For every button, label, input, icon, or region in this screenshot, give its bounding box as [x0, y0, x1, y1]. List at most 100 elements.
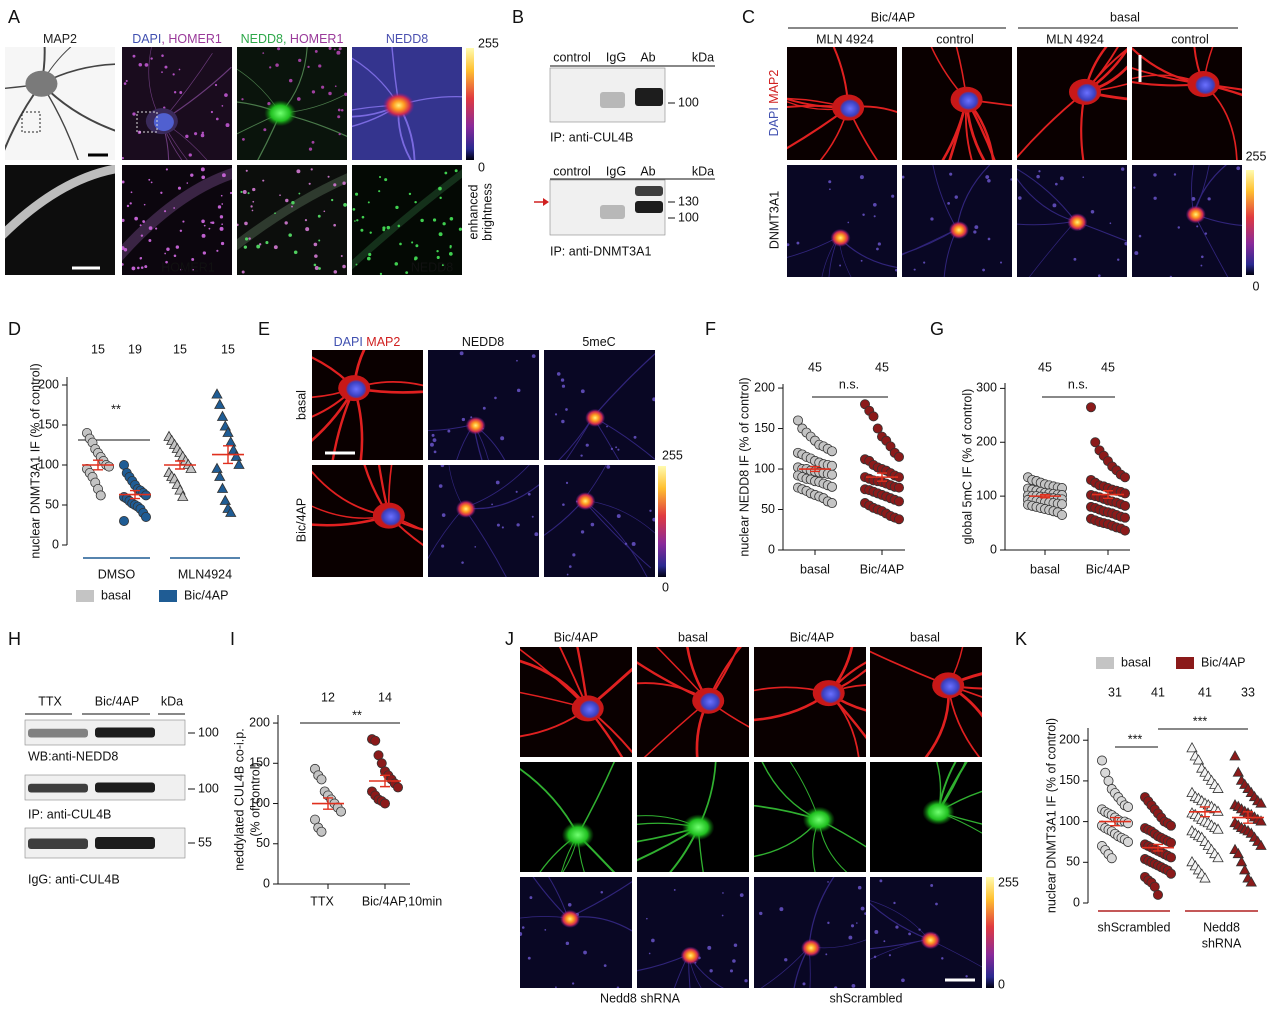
label: MLN4924 — [178, 567, 232, 581]
label: 0 — [768, 542, 775, 556]
neurite — [122, 167, 232, 261]
micrograph-bg — [520, 762, 632, 872]
puncta — [122, 218, 125, 222]
data-point — [379, 798, 390, 809]
micrograph — [787, 165, 897, 277]
puncta — [175, 245, 180, 249]
puncta — [356, 219, 359, 222]
puncta — [733, 943, 738, 947]
data-point — [872, 423, 883, 434]
label: MLN 4924 — [816, 32, 874, 46]
label: J — [505, 629, 514, 649]
data-point — [1192, 754, 1205, 765]
label: basal — [910, 630, 940, 644]
puncta — [442, 222, 446, 226]
puncta — [263, 128, 267, 132]
band — [600, 205, 625, 219]
nucleus — [948, 221, 969, 240]
puncta — [148, 178, 151, 181]
puncta — [164, 252, 166, 255]
neurite — [473, 423, 483, 460]
data-point — [1123, 818, 1134, 829]
micrograph — [122, 165, 232, 275]
label: Bic/4AP — [871, 10, 915, 24]
label: DNMT3A1 — [767, 191, 781, 249]
label: 12 — [321, 690, 335, 704]
puncta — [444, 171, 448, 175]
data-point — [211, 388, 223, 399]
data-point — [1086, 402, 1097, 413]
puncta — [150, 181, 153, 184]
data-point — [793, 415, 804, 426]
puncta — [839, 264, 842, 267]
puncta — [251, 209, 254, 212]
puncta — [652, 517, 655, 522]
inset-box — [136, 111, 158, 133]
puncta — [1124, 241, 1127, 246]
puncta — [876, 247, 879, 251]
puncta — [366, 256, 371, 261]
label: shScrambled — [830, 991, 903, 1005]
label: (% of control) — [248, 762, 262, 836]
label: DAPI MAP2 — [334, 335, 401, 349]
puncta — [221, 203, 224, 205]
puncta — [242, 138, 245, 141]
data-point — [1199, 872, 1211, 883]
data-point — [211, 462, 223, 473]
label: 150 — [38, 417, 59, 431]
label: DMSO — [98, 567, 136, 581]
puncta — [615, 446, 618, 449]
micrograph-bg — [637, 877, 749, 988]
puncta — [1191, 196, 1196, 201]
label-part: NEDD8 — [386, 32, 428, 46]
puncta — [651, 938, 655, 943]
neurite — [520, 915, 569, 919]
puncta — [999, 261, 1003, 264]
label: 100 — [678, 95, 699, 109]
puncta — [334, 85, 337, 88]
label: 45 — [808, 360, 822, 374]
puncta — [177, 186, 181, 190]
label: Bic/4AP,10min — [362, 894, 442, 908]
puncta — [1169, 275, 1173, 277]
label: MAP2 — [43, 32, 77, 46]
label: 45 — [875, 360, 889, 374]
band — [28, 783, 88, 793]
micrograph — [237, 47, 347, 160]
puncta — [850, 924, 855, 928]
label: 300 — [976, 381, 997, 395]
micrograph — [520, 877, 632, 988]
puncta — [496, 523, 500, 527]
data-point — [1255, 839, 1267, 850]
error-bar — [130, 489, 140, 500]
puncta — [178, 68, 181, 71]
label: control — [553, 164, 591, 178]
puncta — [355, 192, 359, 196]
puncta — [1236, 166, 1241, 171]
puncta — [314, 265, 319, 270]
puncta — [448, 251, 453, 256]
neurite — [828, 236, 839, 277]
puncta — [534, 532, 539, 537]
puncta — [265, 241, 269, 245]
label: 41 — [1151, 685, 1165, 699]
label: 100 — [1059, 814, 1080, 828]
data-point — [827, 469, 838, 480]
puncta — [308, 182, 311, 185]
puncta — [580, 389, 585, 394]
puncta — [331, 198, 334, 202]
puncta — [220, 194, 223, 197]
puncta — [179, 91, 183, 94]
puncta — [243, 245, 248, 249]
label: basal — [1030, 562, 1060, 576]
puncta — [459, 351, 464, 356]
micrograph — [1132, 47, 1242, 160]
label: IP: anti-CUL4B — [28, 807, 111, 821]
puncta — [433, 450, 437, 454]
puncta — [192, 268, 194, 271]
label: 31 — [1108, 685, 1122, 699]
label: basal — [1110, 10, 1140, 24]
puncta — [902, 175, 905, 179]
puncta — [132, 112, 136, 116]
neurite — [1017, 168, 1076, 222]
